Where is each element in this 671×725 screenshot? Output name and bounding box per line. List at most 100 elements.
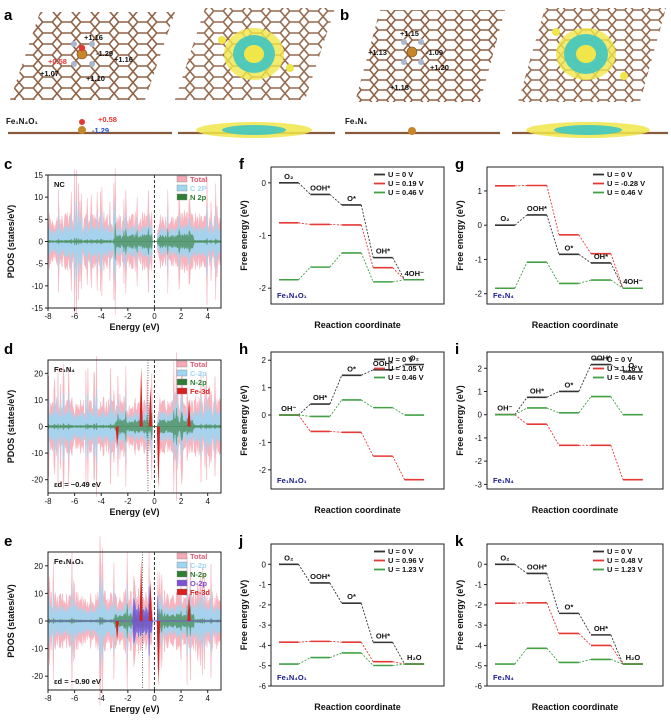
- legend-label: U = 0.96 V: [388, 556, 424, 565]
- intermediate-label: O₂: [284, 553, 293, 562]
- intermediate-label: OH*: [376, 247, 390, 256]
- y-tick-label: 10: [34, 396, 43, 405]
- y-tick-label: 1: [262, 384, 267, 393]
- transition-line: [546, 602, 560, 634]
- legend-label: U = 1.05 V: [388, 364, 424, 373]
- n2p-dos-down: [47, 426, 222, 446]
- y-tick-label: 0: [478, 411, 483, 420]
- transition-line: [610, 279, 624, 289]
- y-tick-label: -1: [259, 581, 267, 590]
- y-tick-label: 0: [39, 238, 44, 247]
- legend-label: U = 0 V: [607, 547, 632, 556]
- y-tick-label: 10: [34, 193, 43, 202]
- transition-line: [578, 633, 592, 646]
- x-tick-label: -2: [124, 497, 132, 506]
- transition-line: [360, 224, 374, 268]
- transition-line: [578, 253, 592, 264]
- intermediate-label: OH⁻: [497, 404, 512, 413]
- x-tick-label: 2: [179, 312, 184, 321]
- legend-swatch: [176, 175, 188, 183]
- transition-line: [392, 407, 405, 416]
- transition-line: [610, 262, 624, 289]
- legend-swatch: [176, 360, 188, 368]
- y-tick-label: -5: [259, 662, 267, 671]
- legend-label: U = 0 V: [388, 547, 413, 556]
- y-axis-label: Free energy (eV): [239, 385, 249, 456]
- y-tick-label: -3: [475, 621, 483, 630]
- n2p-dos-up: [47, 407, 222, 427]
- transition-line: [546, 423, 560, 446]
- intermediate-label: H₂O: [626, 653, 641, 662]
- y-tick-label: -3: [475, 480, 483, 489]
- legend-label: U = 0.46 V: [607, 188, 643, 197]
- system-label: Fe₁N₄O₁: [277, 291, 307, 300]
- y-tick-label: 1: [478, 187, 483, 196]
- y-tick-label: -2: [475, 457, 483, 466]
- transition-line: [610, 396, 624, 415]
- transition-line: [329, 652, 342, 659]
- total-dos-up: [47, 536, 222, 622]
- intermediate-label: O₂: [500, 553, 509, 562]
- charge-label: +1.13: [368, 48, 387, 57]
- transition-line: [514, 563, 528, 574]
- y-axis-label: PDOS (states/eV): [6, 205, 16, 279]
- charge-label: +1.16: [114, 55, 133, 64]
- transition-line: [578, 234, 592, 254]
- intermediate-label: OOH*: [310, 572, 330, 581]
- panel-letter: k: [455, 533, 464, 550]
- intermediate-label: 4OH⁻: [623, 277, 642, 286]
- legend-label: Fe-3d: [190, 588, 210, 597]
- transition-line: [578, 396, 592, 414]
- plot-frame: [486, 543, 664, 687]
- transition-line: [298, 182, 311, 195]
- panel-letter-b: b: [340, 7, 349, 24]
- transition-line: [298, 414, 311, 432]
- x-axis-label: Energy (eV): [109, 322, 159, 332]
- plot-frame: [486, 351, 664, 490]
- transition-line: [578, 658, 592, 663]
- intermediate-label: OH*: [530, 386, 544, 395]
- legend-label: U = 0.46 V: [607, 373, 643, 382]
- transition-line: [329, 431, 342, 433]
- transition-line: [546, 391, 560, 398]
- transition-line: [546, 647, 560, 663]
- y-tick-label: -1: [259, 438, 267, 447]
- y-tick-label: 2: [478, 364, 483, 373]
- transition-line: [514, 407, 528, 416]
- transition-line: [329, 375, 343, 405]
- y-axis-label: PDOS (states/eV): [6, 584, 16, 658]
- y-tick-label: -5: [36, 260, 44, 269]
- d-band-center-label: εd = −0.49 eV: [54, 480, 101, 489]
- legend-label: N-2p: [190, 570, 207, 579]
- transition-line: [298, 222, 311, 225]
- transition-line: [298, 403, 311, 416]
- legend-swatch: [176, 369, 188, 377]
- legend-label: U = 1.23 V: [388, 565, 424, 574]
- fe3d-peak: [148, 579, 153, 621]
- legend-label: U = 0.19 V: [388, 179, 424, 188]
- y-tick-label: -1: [475, 434, 483, 443]
- free-energy-chart-g: g 1 0 -1 -2 Reaction coordinate Free energy (e…: [455, 156, 664, 330]
- transition-line: [392, 661, 405, 665]
- fe1n4-charge-density: [518, 8, 666, 102]
- legend-label: Fe-3d: [190, 387, 210, 396]
- charge-label: +1.16: [84, 33, 103, 42]
- side-charge: -1.29: [92, 126, 109, 135]
- y-tick-label: -3: [259, 621, 267, 630]
- transition-line: [392, 663, 405, 666]
- x-tick-label: 4: [205, 497, 210, 506]
- legend-swatch: [176, 378, 188, 386]
- transition-line: [298, 414, 311, 417]
- total-dos-down: [47, 620, 222, 706]
- y-tick-label: 10: [34, 589, 43, 598]
- charge-label: +1.18: [390, 83, 409, 92]
- free-energy-chart-j: j 0 -1 -2 -3 -4 -5 -6 Reaction coordinate Free en…: [238, 533, 445, 712]
- y-tick-label: 0: [478, 560, 483, 569]
- transition-line: [329, 640, 342, 643]
- y-tick-label: -2: [259, 601, 267, 610]
- intermediate-label: O₂: [500, 214, 509, 223]
- transition-line: [610, 645, 624, 665]
- transition-line: [360, 252, 374, 283]
- legend-label: U = 0 V: [607, 170, 632, 179]
